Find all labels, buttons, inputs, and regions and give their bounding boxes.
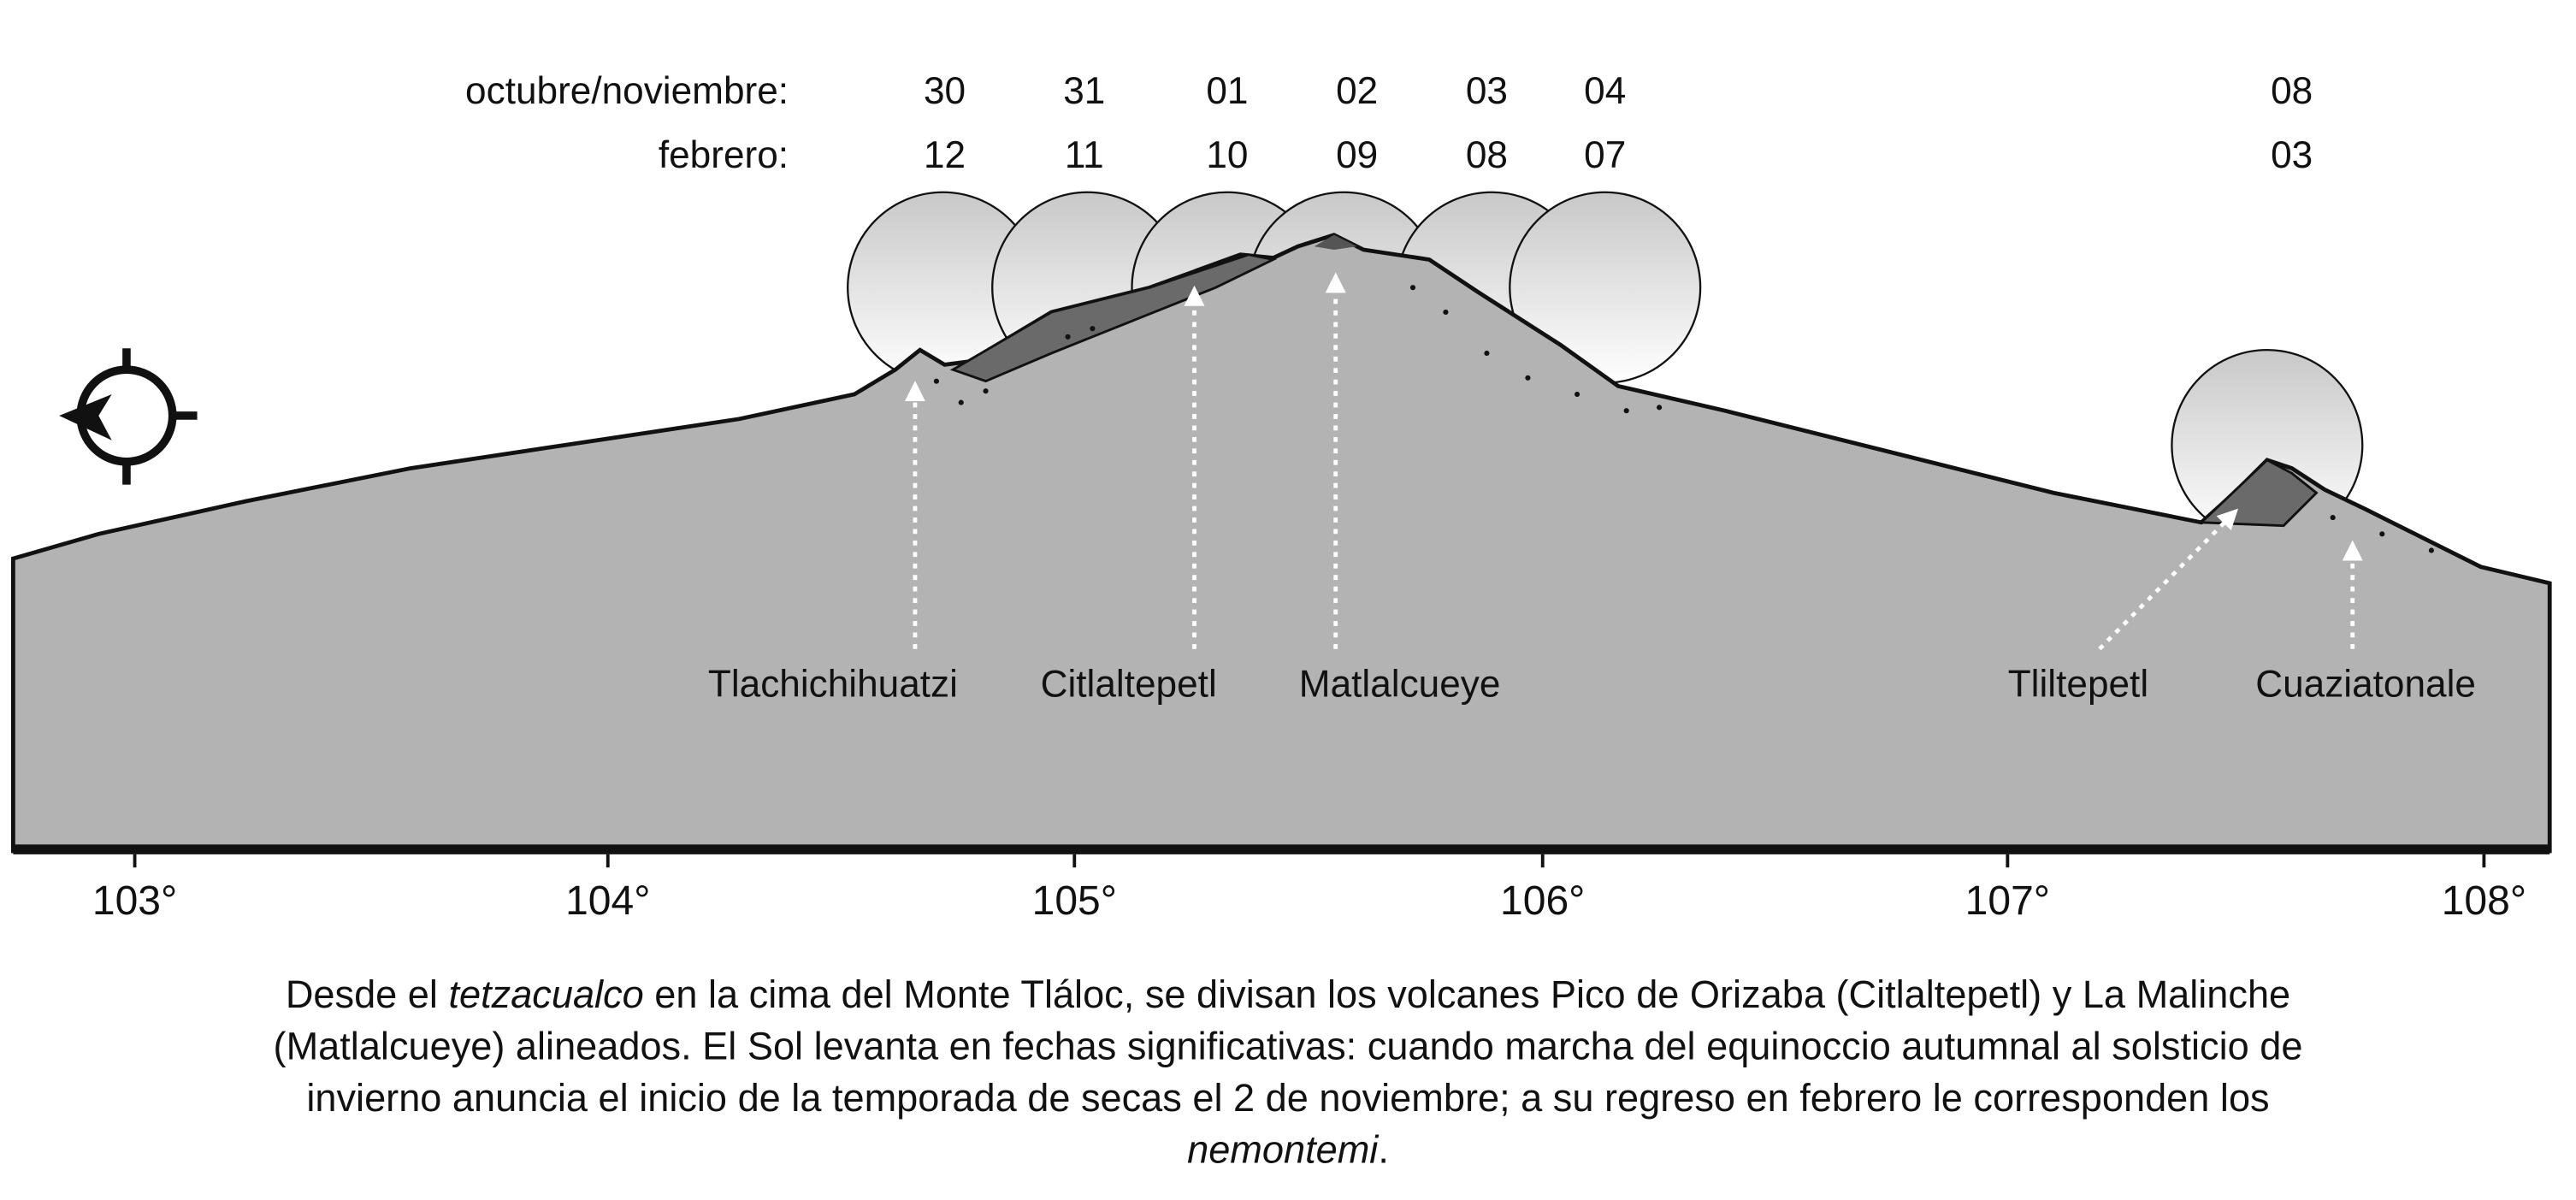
longitude-label: 104° — [565, 878, 650, 924]
longitude-label: 107° — [1965, 878, 2050, 924]
caption-text: tetzacualco — [448, 972, 643, 1016]
date: 09 — [1336, 134, 1378, 176]
caption-text: (Matlalcueye) alineados. El Sol levanta … — [274, 1024, 2303, 1067]
caption-line: nemontemi. — [1187, 1127, 1389, 1171]
caption-line: invierno anuncia el inicio de la tempora… — [306, 1076, 2269, 1120]
compass — [59, 348, 198, 485]
pointer-arrows — [904, 272, 2363, 651]
date: 08 — [1466, 134, 1508, 176]
date: 10 — [1206, 134, 1248, 176]
caption-line: Desde el tetzacualco en la cima del Mont… — [286, 972, 2290, 1016]
caption-text: invierno anuncia el inicio de la tempora… — [306, 1076, 2269, 1120]
date: 03 — [2271, 134, 2313, 176]
longitude-label: 106° — [1500, 878, 1585, 924]
arrow — [2098, 508, 2239, 651]
longitude-label: 105° — [1032, 878, 1117, 924]
caption-text: . — [1378, 1127, 1389, 1171]
date: 12 — [924, 134, 966, 176]
speckles — [933, 285, 2434, 553]
date: 01 — [1206, 70, 1248, 112]
date: 03 — [1466, 70, 1508, 112]
longitude-label: 103° — [92, 878, 177, 924]
row-label: febrero: — [659, 134, 789, 176]
volcano-label: Tliltepetl — [2008, 664, 2148, 706]
caption-text: Desde el — [286, 972, 449, 1016]
volcano-label: Tlachichihuatzi — [708, 664, 958, 706]
caption-line: (Matlalcueye) alineados. El Sol levanta … — [274, 1024, 2303, 1067]
date: 11 — [1065, 134, 1104, 176]
peak-shade — [1314, 234, 1357, 250]
volcano-label: Matlalcueye — [1299, 664, 1501, 706]
caption-text: nemontemi — [1187, 1127, 1380, 1171]
longitude-label: 108° — [2442, 878, 2526, 924]
axis-bar — [13, 844, 2550, 854]
volcano-label: Cuaziatonale — [2255, 664, 2476, 706]
caption-text: en la cima del Monte Tláloc, se divisan … — [644, 972, 2290, 1016]
date: 02 — [1336, 70, 1378, 112]
date: 07 — [1584, 134, 1626, 176]
date: 30 — [924, 70, 966, 112]
date: 08 — [2271, 70, 2313, 112]
row-label: octubre/noviembre: — [465, 70, 789, 112]
mountain-profile — [11, 233, 2552, 854]
date: 04 — [1584, 70, 1626, 112]
date: 31 — [1063, 70, 1105, 112]
volcano-label: Citlaltepetl — [1041, 664, 1217, 706]
